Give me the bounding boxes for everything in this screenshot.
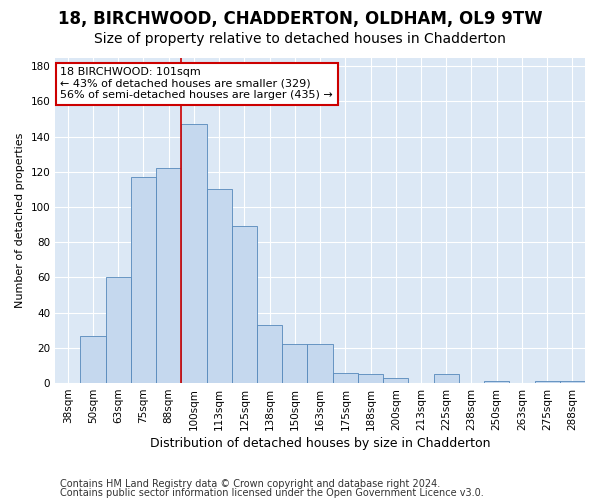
Bar bbox=[131, 177, 156, 383]
Bar bbox=[484, 382, 509, 383]
Bar bbox=[434, 374, 459, 383]
Bar bbox=[257, 325, 282, 383]
Bar bbox=[232, 226, 257, 383]
Bar bbox=[156, 168, 181, 383]
Bar bbox=[181, 124, 206, 383]
Bar bbox=[383, 378, 409, 383]
Bar bbox=[358, 374, 383, 383]
Bar bbox=[106, 278, 131, 383]
Bar bbox=[206, 190, 232, 383]
Text: 18, BIRCHWOOD, CHADDERTON, OLDHAM, OL9 9TW: 18, BIRCHWOOD, CHADDERTON, OLDHAM, OL9 9… bbox=[58, 10, 542, 28]
Bar bbox=[535, 382, 560, 383]
Bar bbox=[80, 336, 106, 383]
Bar bbox=[307, 344, 332, 383]
Text: Contains HM Land Registry data © Crown copyright and database right 2024.: Contains HM Land Registry data © Crown c… bbox=[60, 479, 440, 489]
Text: 18 BIRCHWOOD: 101sqm
← 43% of detached houses are smaller (329)
56% of semi-deta: 18 BIRCHWOOD: 101sqm ← 43% of detached h… bbox=[61, 68, 333, 100]
Text: Contains public sector information licensed under the Open Government Licence v3: Contains public sector information licen… bbox=[60, 488, 484, 498]
Y-axis label: Number of detached properties: Number of detached properties bbox=[15, 132, 25, 308]
Bar bbox=[560, 382, 585, 383]
X-axis label: Distribution of detached houses by size in Chadderton: Distribution of detached houses by size … bbox=[150, 437, 490, 450]
Bar bbox=[332, 372, 358, 383]
Bar bbox=[282, 344, 307, 383]
Text: Size of property relative to detached houses in Chadderton: Size of property relative to detached ho… bbox=[94, 32, 506, 46]
